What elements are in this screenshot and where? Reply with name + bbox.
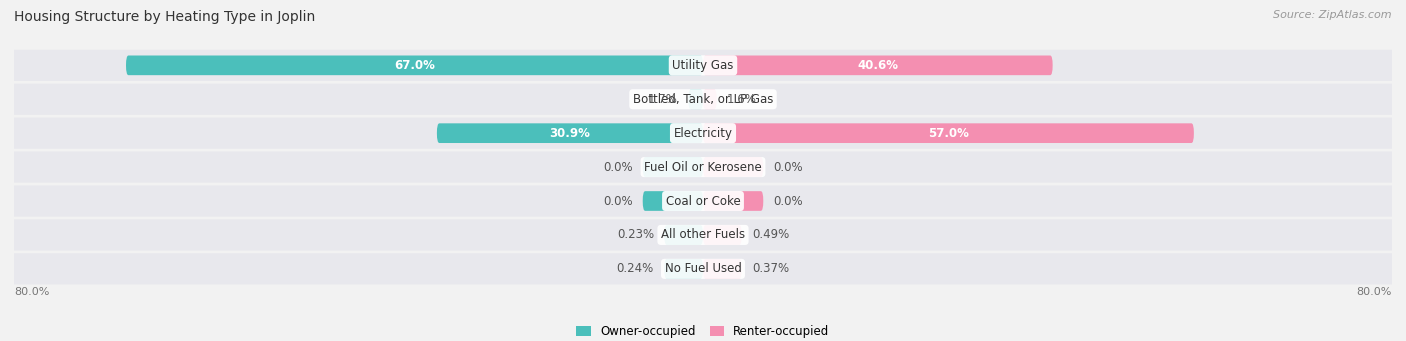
FancyBboxPatch shape [664, 225, 703, 245]
FancyBboxPatch shape [6, 118, 1400, 149]
FancyBboxPatch shape [703, 259, 742, 279]
Text: Source: ZipAtlas.com: Source: ZipAtlas.com [1274, 10, 1392, 20]
FancyBboxPatch shape [6, 84, 1400, 115]
FancyBboxPatch shape [703, 157, 763, 177]
FancyBboxPatch shape [6, 151, 1400, 183]
FancyBboxPatch shape [703, 225, 742, 245]
FancyBboxPatch shape [6, 253, 1400, 284]
Text: 0.49%: 0.49% [752, 228, 789, 241]
FancyBboxPatch shape [703, 56, 1053, 75]
Text: 80.0%: 80.0% [14, 287, 49, 297]
Text: 0.37%: 0.37% [752, 262, 789, 275]
Text: Coal or Coke: Coal or Coke [665, 194, 741, 208]
Text: All other Fuels: All other Fuels [661, 228, 745, 241]
Text: Bottled, Tank, or LP Gas: Bottled, Tank, or LP Gas [633, 93, 773, 106]
Text: 1.7%: 1.7% [648, 93, 678, 106]
FancyBboxPatch shape [689, 89, 703, 109]
Text: No Fuel Used: No Fuel Used [665, 262, 741, 275]
FancyBboxPatch shape [6, 219, 1400, 251]
FancyBboxPatch shape [643, 191, 703, 211]
Legend: Owner-occupied, Renter-occupied: Owner-occupied, Renter-occupied [572, 321, 834, 341]
FancyBboxPatch shape [664, 259, 703, 279]
Text: 30.9%: 30.9% [550, 127, 591, 140]
Text: 57.0%: 57.0% [928, 127, 969, 140]
Text: 0.0%: 0.0% [603, 161, 633, 174]
Text: Utility Gas: Utility Gas [672, 59, 734, 72]
Text: Electricity: Electricity [673, 127, 733, 140]
FancyBboxPatch shape [6, 50, 1400, 81]
Text: 0.0%: 0.0% [773, 161, 803, 174]
FancyBboxPatch shape [127, 56, 703, 75]
FancyBboxPatch shape [643, 157, 703, 177]
FancyBboxPatch shape [6, 186, 1400, 217]
Text: 0.0%: 0.0% [773, 194, 803, 208]
Text: 40.6%: 40.6% [858, 59, 898, 72]
Text: 0.0%: 0.0% [603, 194, 633, 208]
Text: Housing Structure by Heating Type in Joplin: Housing Structure by Heating Type in Jop… [14, 10, 315, 24]
Text: 1.6%: 1.6% [727, 93, 756, 106]
FancyBboxPatch shape [703, 123, 1194, 143]
Text: 67.0%: 67.0% [394, 59, 434, 72]
Text: 0.23%: 0.23% [617, 228, 654, 241]
Text: 80.0%: 80.0% [1357, 287, 1392, 297]
Text: 0.24%: 0.24% [617, 262, 654, 275]
FancyBboxPatch shape [703, 89, 717, 109]
FancyBboxPatch shape [437, 123, 703, 143]
Text: Fuel Oil or Kerosene: Fuel Oil or Kerosene [644, 161, 762, 174]
FancyBboxPatch shape [703, 191, 763, 211]
